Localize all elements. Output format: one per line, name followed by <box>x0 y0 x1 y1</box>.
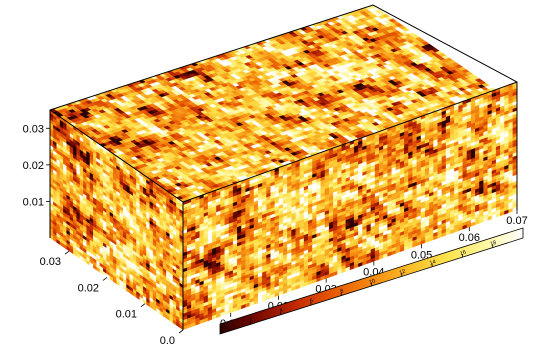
3d-heatmap-figure: 0.00.010.020.03 0.010.020.030.040.050.06… <box>23 4 528 347</box>
